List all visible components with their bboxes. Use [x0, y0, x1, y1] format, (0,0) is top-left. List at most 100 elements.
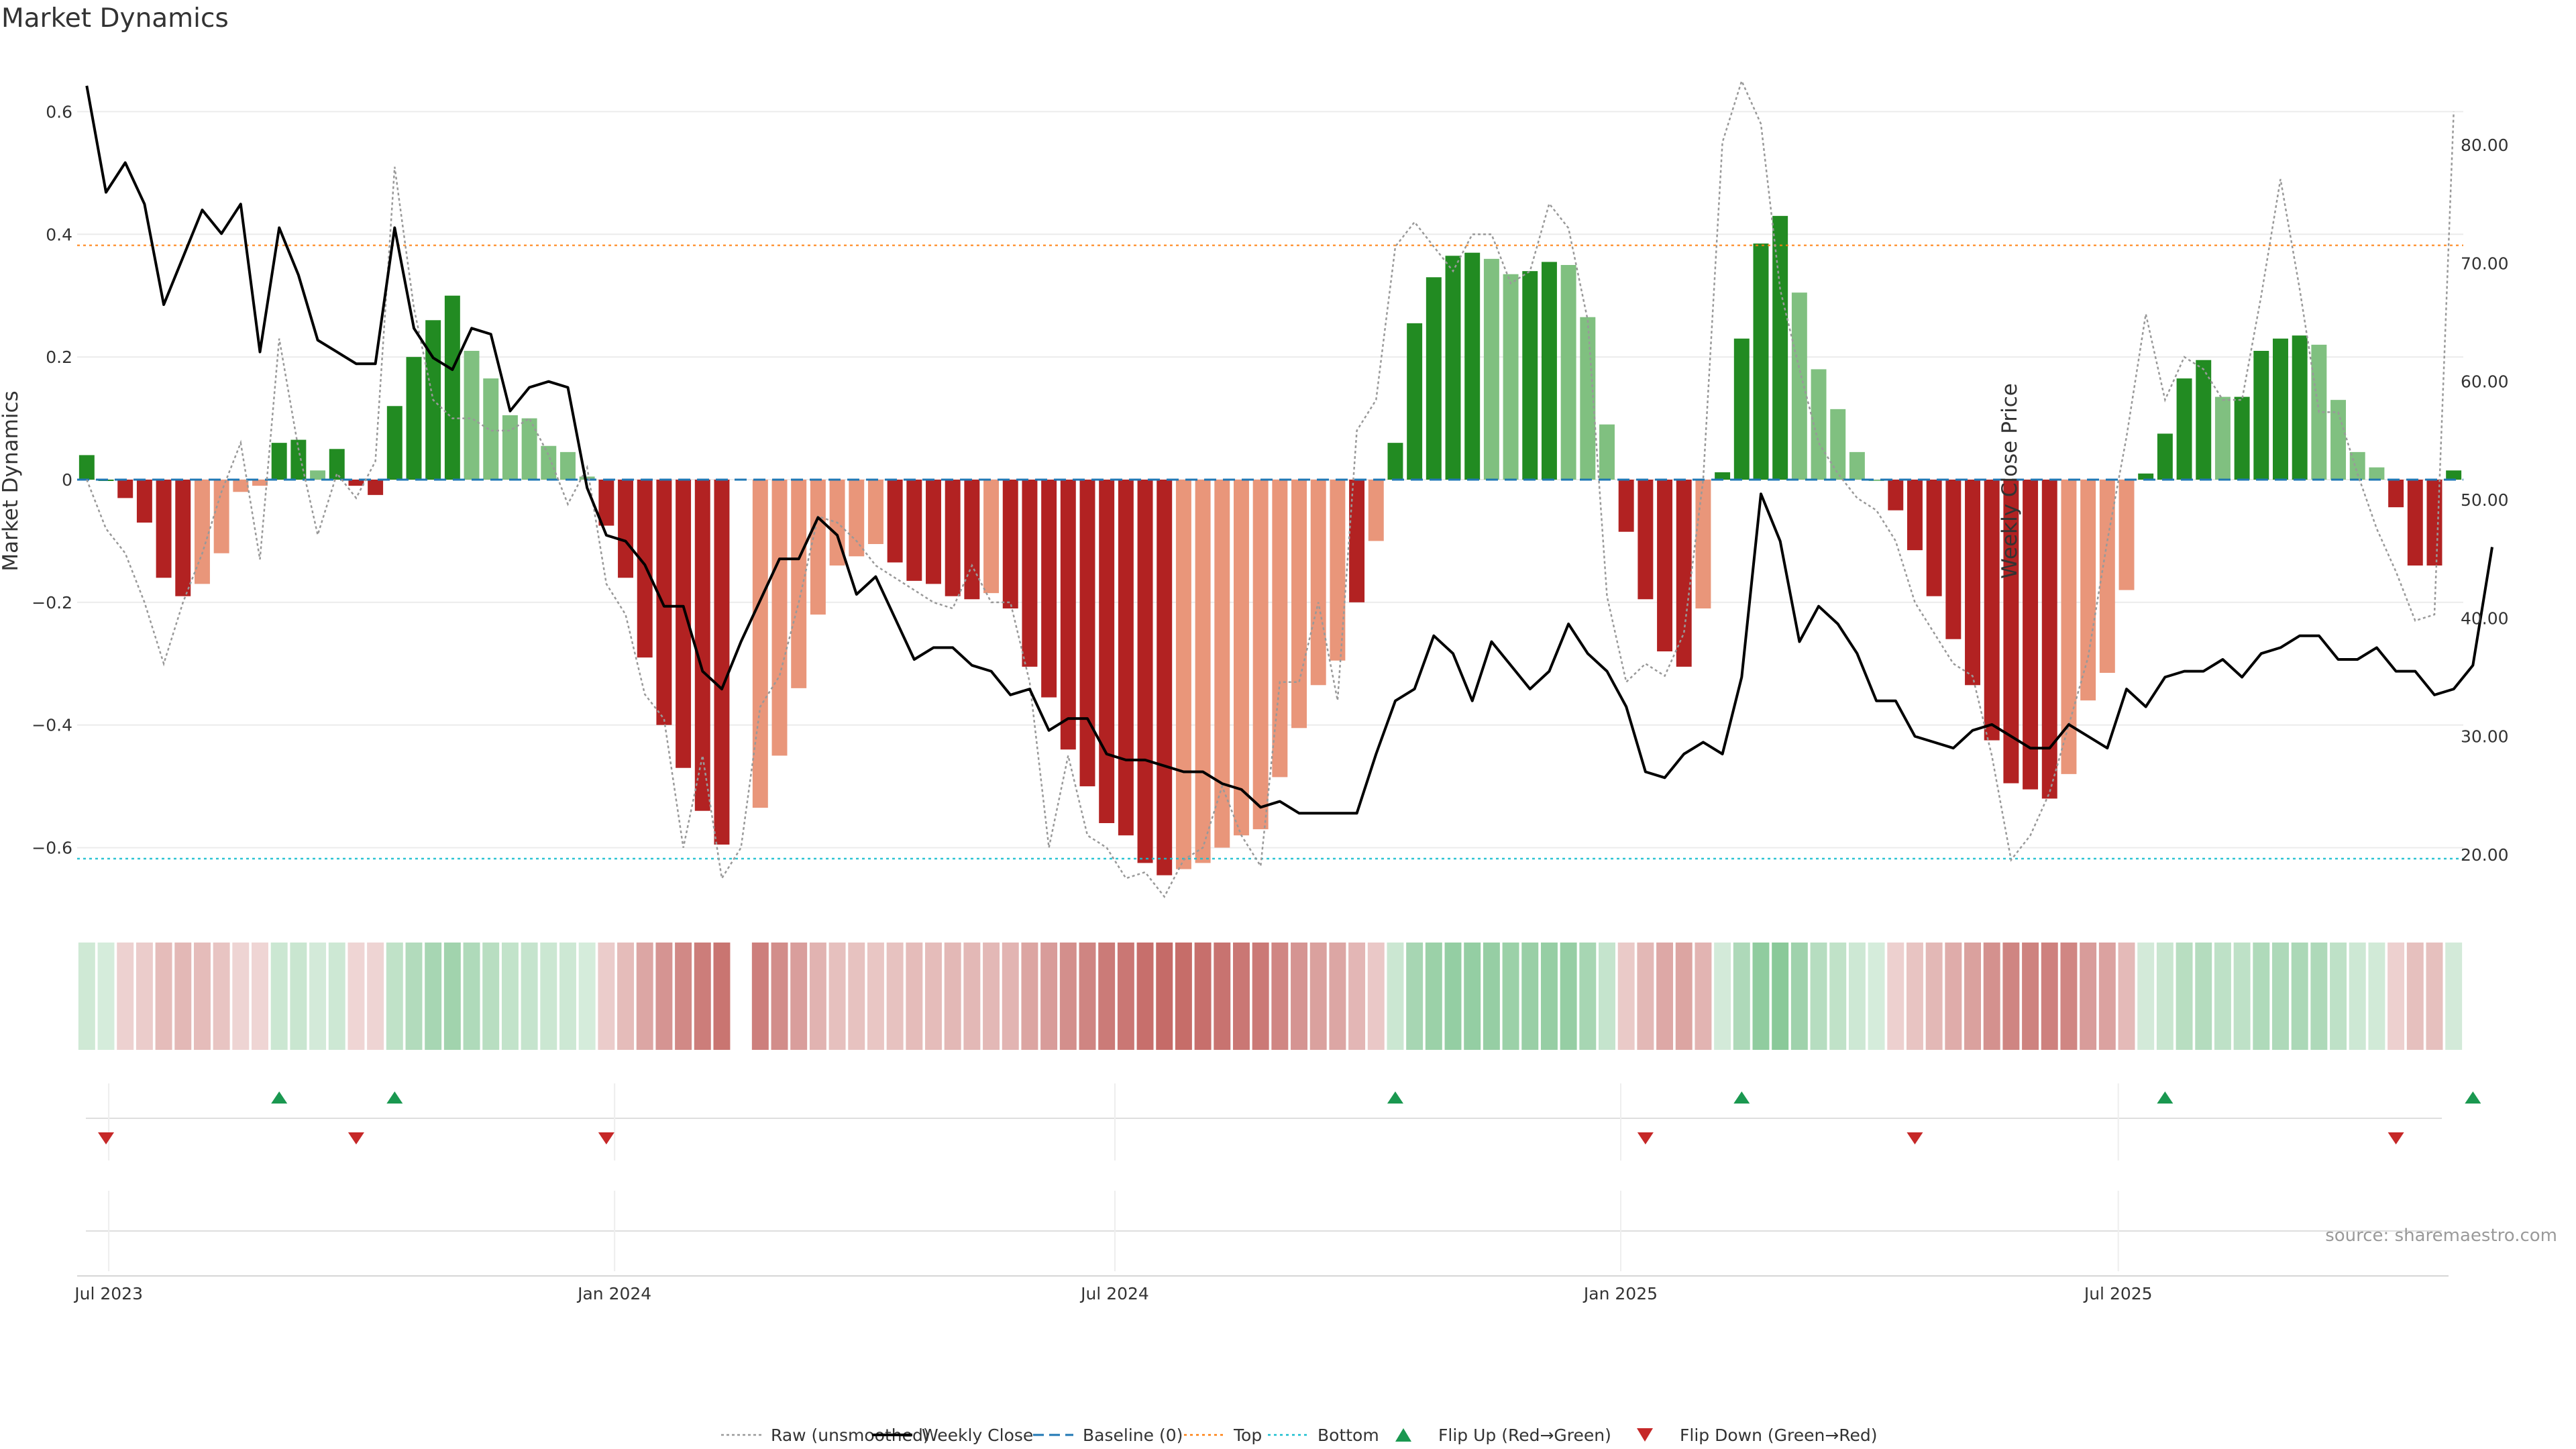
dynamics-bar [386, 406, 402, 480]
dynamics-bar [1041, 480, 1057, 698]
dynamics-bar [1387, 443, 1403, 480]
dynamics-bar [810, 480, 826, 615]
regime-cell [1214, 943, 1231, 1050]
dynamics-bar [1733, 338, 1750, 480]
y-tick-label: 0.4 [46, 225, 72, 244]
regime-cell [1772, 943, 1789, 1050]
dynamics-bar [2253, 351, 2269, 480]
dynamics-bar [310, 470, 326, 480]
raw-unsmoothed-line [86, 78, 2455, 898]
dynamics-bar [945, 480, 961, 596]
regime-cell [309, 943, 327, 1050]
flip-up-marker [1733, 1091, 1750, 1104]
dynamics-bar [2214, 396, 2231, 480]
regime-cell [1752, 943, 1770, 1050]
dynamics-bar [2099, 480, 2115, 673]
regime-cell [1059, 943, 1077, 1050]
y-tick-label: −0.6 [32, 839, 72, 858]
regime-cell [1232, 943, 1250, 1050]
regime-cell [2406, 943, 2424, 1050]
regime-cell [425, 943, 442, 1050]
dynamics-bar [560, 451, 576, 480]
flip-down-marker [98, 1132, 115, 1144]
regime-cell [1695, 943, 1712, 1050]
dynamics-bar [771, 480, 788, 756]
dynamics-bar [1079, 480, 1095, 787]
dynamics-bar [368, 480, 384, 495]
dynamics-bar [752, 480, 768, 808]
regime-cell [2253, 943, 2270, 1050]
flip-down-marker [598, 1132, 614, 1144]
regime-cell [1117, 943, 1134, 1050]
dynamics-bar [1599, 424, 1615, 480]
regime-cell [2041, 943, 2058, 1050]
regime-cell [1348, 943, 1366, 1050]
regime-cell [1887, 943, 1904, 1050]
x-tick-label: Jul 2025 [2083, 1284, 2153, 1303]
flip-up-marker [271, 1091, 288, 1104]
dynamics-bar [1965, 480, 1980, 686]
dynamics-bar [618, 480, 634, 578]
dynamics-bar [694, 480, 710, 811]
dynamics-bar [1888, 480, 1904, 511]
x-tick-label: Jan 2025 [1582, 1284, 1658, 1303]
regime-cell [2098, 943, 2116, 1050]
regime-cell [405, 943, 423, 1050]
regime-cell [1406, 943, 1424, 1050]
dynamics-bar [637, 480, 653, 658]
dynamics-bar [964, 480, 980, 600]
source-credit: source: sharemaestro.com [2325, 1226, 2557, 1246]
dynamics-bar [1330, 480, 1346, 661]
regime-cell [2156, 943, 2174, 1050]
regime-cell [771, 943, 788, 1050]
y-tick-label: 0.2 [46, 347, 72, 367]
regime-cell [1656, 943, 1674, 1050]
regime-cell [617, 943, 635, 1050]
dynamics-bar [194, 480, 210, 584]
dynamics-bar [1926, 480, 1942, 596]
regime-cell [1079, 943, 1096, 1050]
regime-cell [906, 943, 923, 1050]
regime-cell [463, 943, 480, 1050]
regime-cell [963, 943, 981, 1050]
legend-label: Baseline (0) [1083, 1426, 1183, 1445]
regime-cell [2330, 943, 2347, 1050]
regime-cell [501, 943, 519, 1050]
dynamics-bar [213, 480, 229, 553]
dynamics-bar [714, 480, 730, 845]
regime-cell [1098, 943, 1116, 1050]
regime-cell [232, 943, 250, 1050]
regime-cell [270, 943, 288, 1050]
regime-cell [2022, 943, 2039, 1050]
dynamics-bar [175, 480, 191, 596]
dynamics-bar [1060, 480, 1076, 750]
regime-cell [2272, 943, 2289, 1050]
regime-cell [1945, 943, 1962, 1050]
weekly-close-layer [85, 85, 2493, 815]
regime-cell [2176, 943, 2193, 1050]
regime-cell [1637, 943, 1654, 1050]
dynamics-bar [1464, 252, 1481, 480]
regime-cell [443, 943, 461, 1050]
regime-cell [578, 943, 596, 1050]
dynamics-bar [2003, 480, 2019, 784]
regime-cell [1868, 943, 1885, 1050]
dynamics-bar [1522, 271, 1538, 480]
regime-cell [174, 943, 192, 1050]
dynamics-bar [2330, 400, 2347, 480]
reference-lines [77, 244, 2463, 860]
dynamics-bars [78, 215, 2462, 875]
dynamics-bar [329, 449, 345, 480]
dynamics-bar [2273, 338, 2288, 480]
y2-tick-label: 60.00 [2461, 372, 2509, 392]
flip-down-marker [1637, 1132, 1654, 1144]
dynamics-bar [1849, 451, 1865, 480]
dynamics-bar [791, 480, 807, 688]
regime-cell [1560, 943, 1577, 1050]
regime-cell [2349, 943, 2366, 1050]
dynamics-bar [2041, 480, 2057, 799]
dynamics-bar [849, 480, 865, 557]
regime-cell [97, 943, 115, 1050]
